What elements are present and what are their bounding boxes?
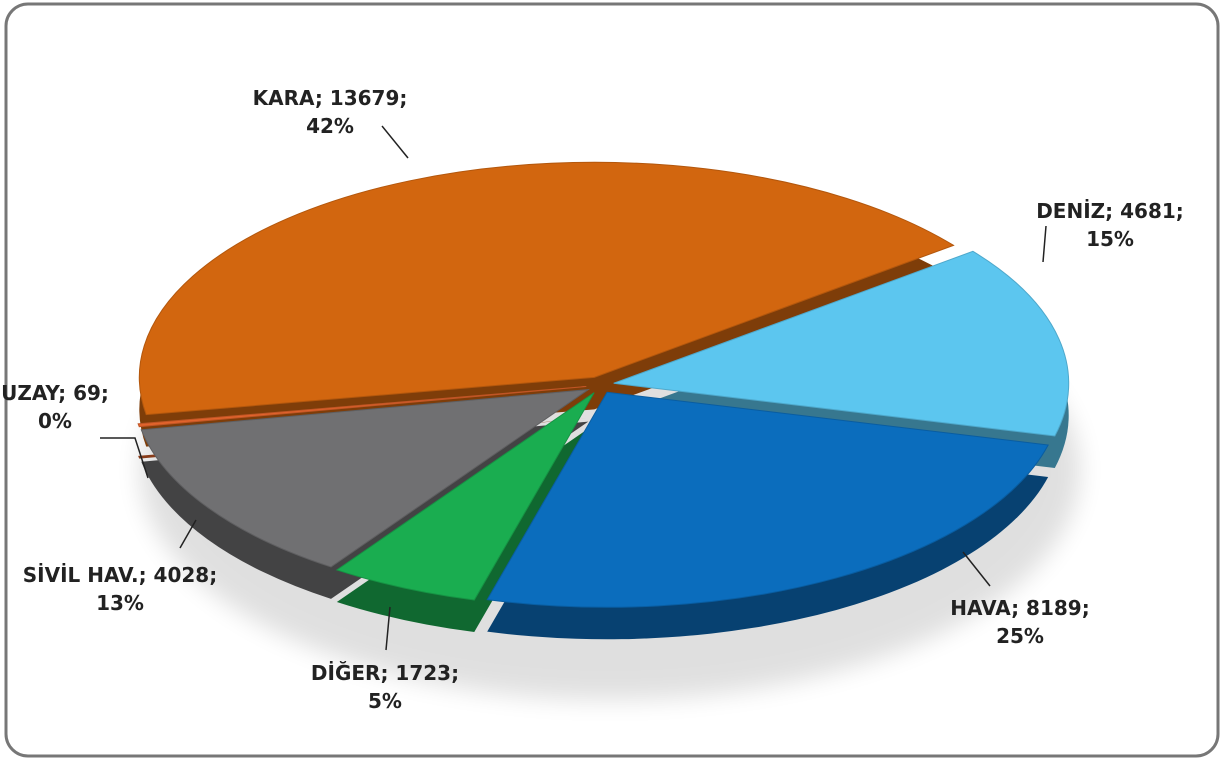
slice <box>613 250 1070 437</box>
data-label: UZAY; 69; 0% <box>1 381 109 433</box>
data-label: DİĞER; 1723; 5% <box>311 661 459 713</box>
leader-line <box>100 437 149 479</box>
slice <box>335 392 595 601</box>
leader-line <box>179 519 197 549</box>
data-label: DENİZ; 4681; 15% <box>1036 199 1184 251</box>
slice <box>137 386 587 428</box>
leader-line <box>385 606 391 651</box>
slice <box>486 391 1049 608</box>
slice-tops <box>137 161 1070 608</box>
leader-line <box>381 125 409 159</box>
leader-line <box>962 551 991 587</box>
slice <box>138 161 955 416</box>
data-label: KARA; 13679; 42% <box>253 86 408 138</box>
leader-line <box>1042 225 1047 263</box>
data-label: HAVA; 8189; 25% <box>950 596 1089 648</box>
slice <box>140 388 591 568</box>
data-label: SİVİL HAV.; 4028; 13% <box>23 563 217 615</box>
